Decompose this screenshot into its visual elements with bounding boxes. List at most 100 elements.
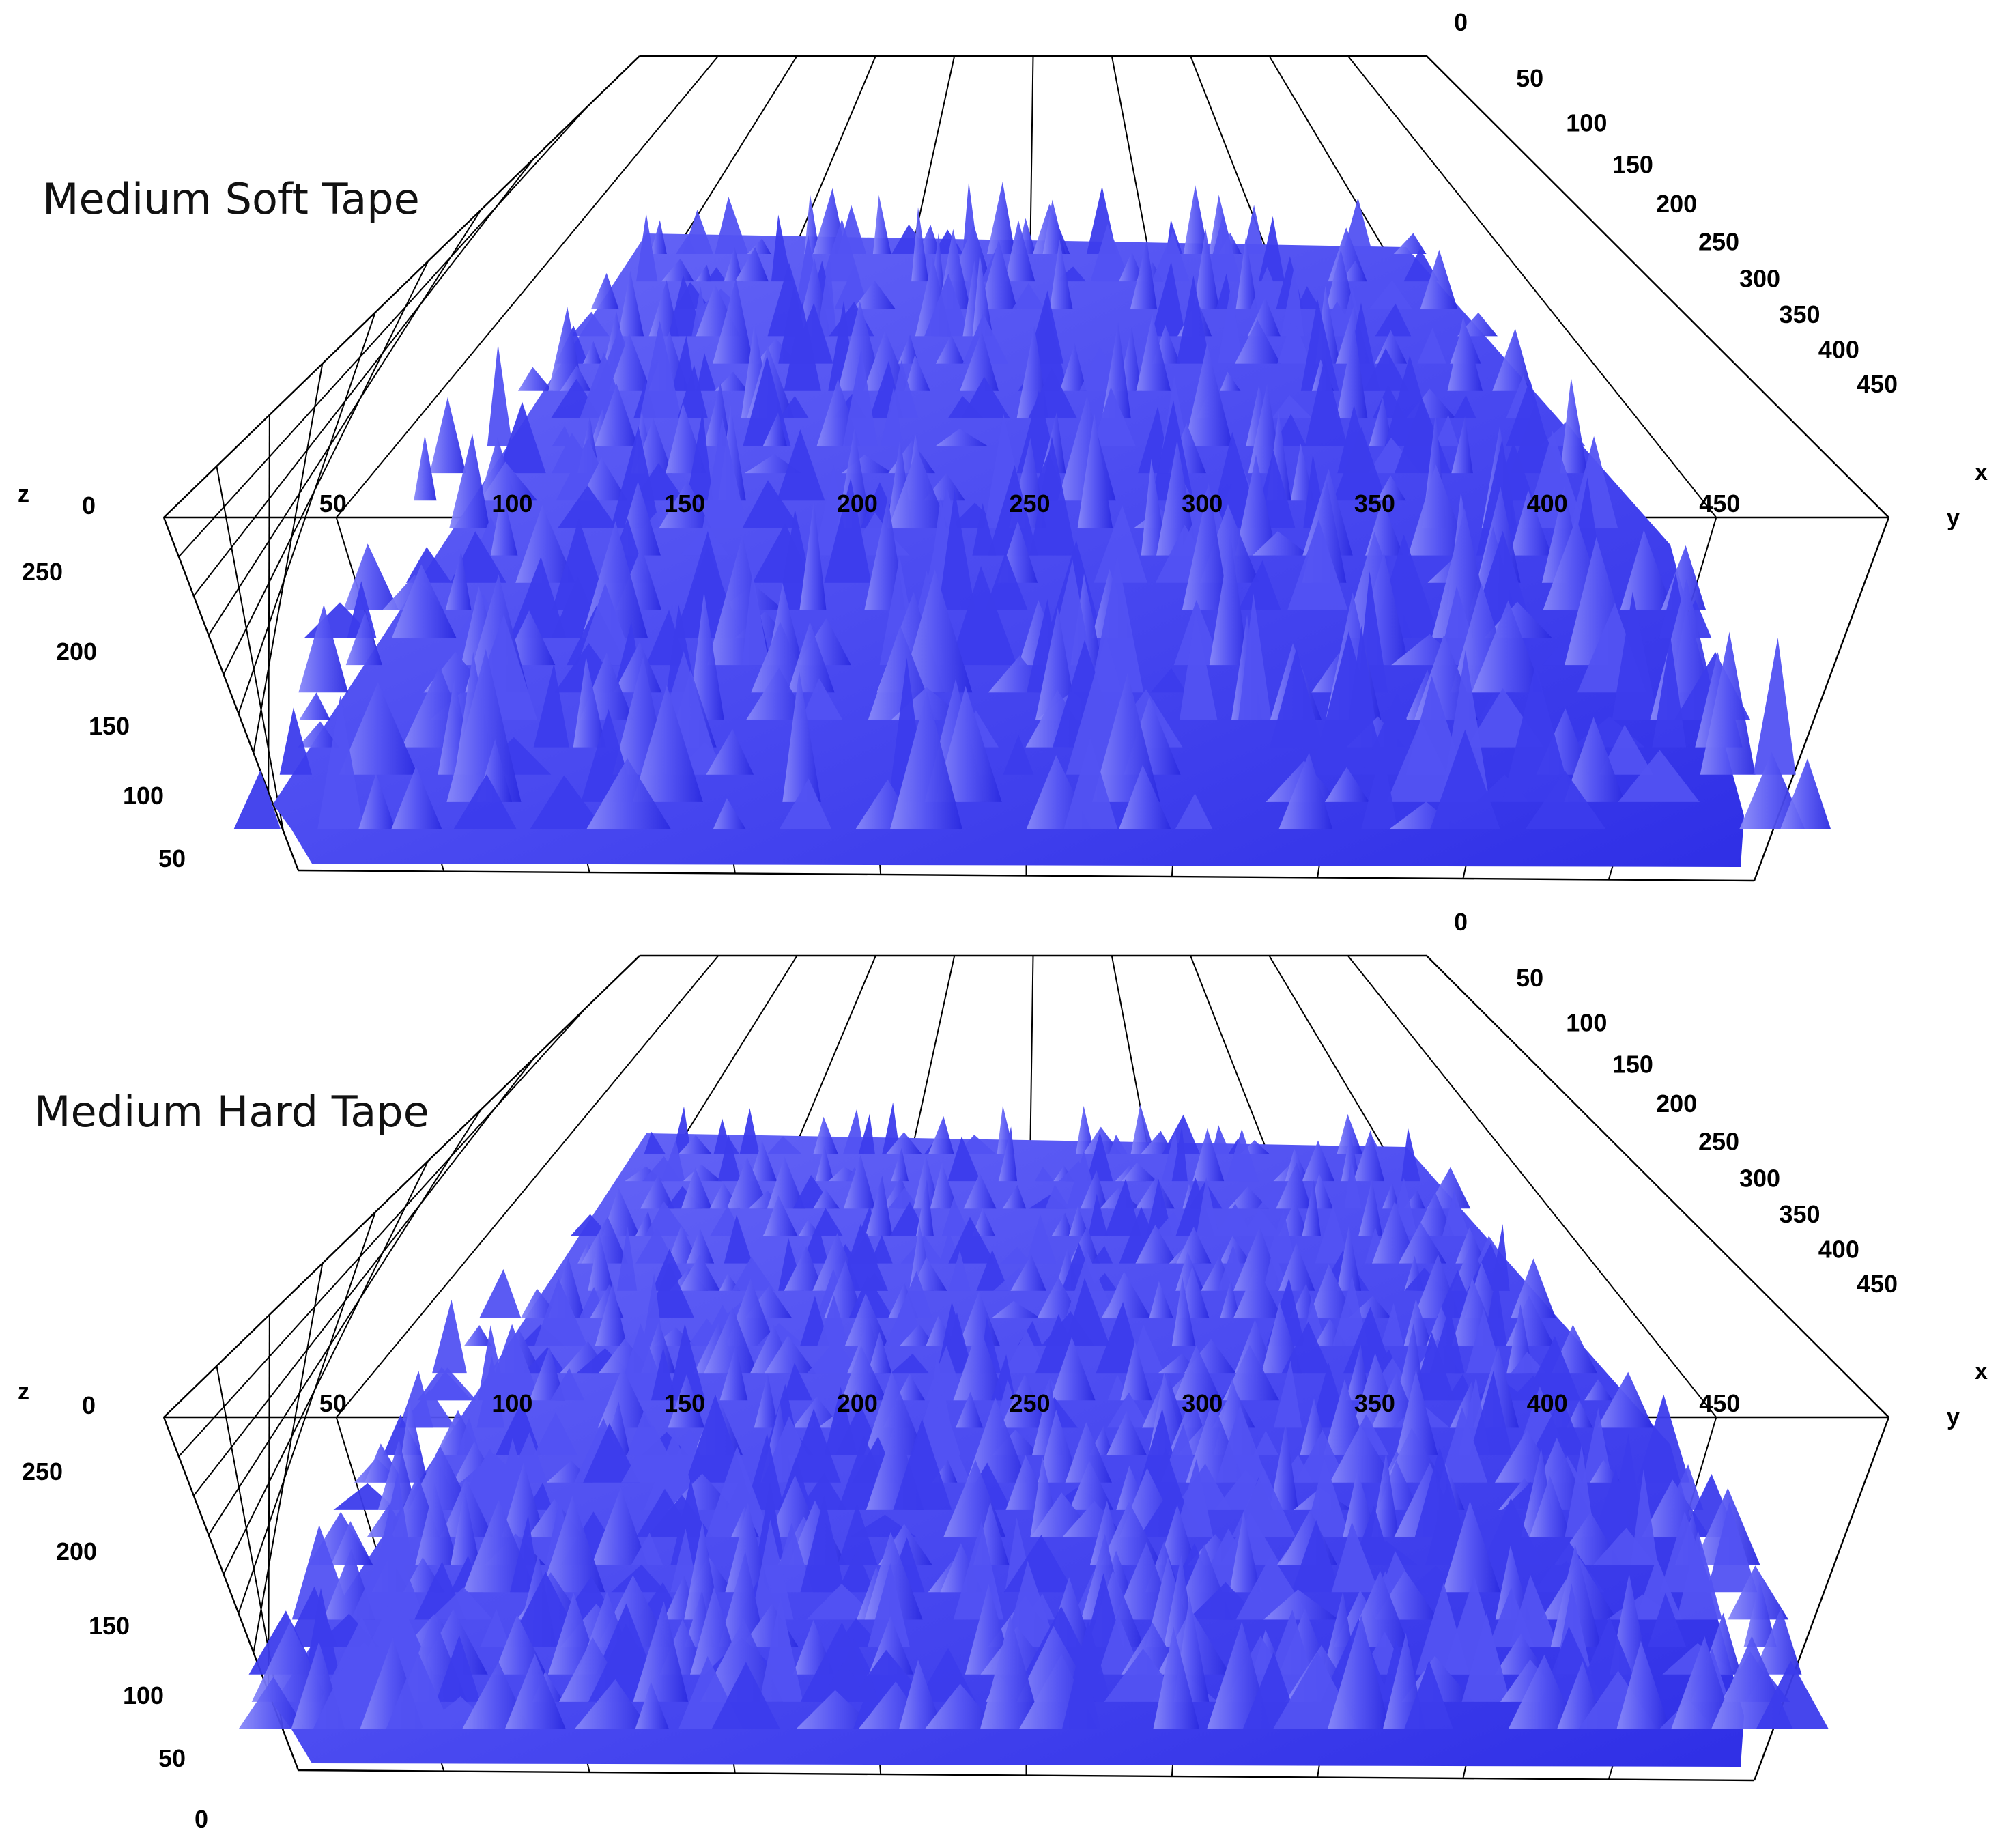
surface-peak: [574, 1679, 650, 1729]
surface-peak: [843, 1154, 876, 1209]
surface-peak: [678, 1135, 712, 1154]
surface-peak: [726, 1157, 769, 1209]
surface-peak: [834, 265, 870, 309]
surface-peak: [872, 195, 891, 254]
surface-peak: [1029, 436, 1076, 556]
surface-peak: [661, 1139, 685, 1182]
surface-peak: [501, 1462, 545, 1537]
surface-peak: [747, 238, 771, 254]
surface-peak: [746, 668, 808, 720]
surface-peak: [1003, 1535, 1074, 1593]
surface-peak: [1272, 395, 1313, 418]
surface-peak: [784, 302, 821, 391]
surface-peak: [688, 591, 724, 720]
surface-peak: [1042, 199, 1066, 254]
y-tick-label: 200: [837, 1389, 878, 1417]
surface-peak: [1086, 1132, 1113, 1182]
surface-peak: [1091, 1245, 1113, 1264]
surface-peak: [976, 1249, 1009, 1291]
surface-peak: [998, 1126, 1018, 1182]
surface-peak: [1220, 371, 1241, 391]
surface-peak: [1671, 1636, 1734, 1729]
surface-peak: [891, 1353, 929, 1374]
surface-peak: [577, 583, 635, 666]
z-tick-label: 150: [89, 712, 130, 740]
surface-peak: [1118, 765, 1171, 829]
surface-peak: [1490, 1224, 1510, 1291]
surface-peak: [972, 503, 997, 556]
surface-peak: [552, 425, 573, 446]
surface-peak: [582, 341, 602, 364]
chart-panel-medium-soft-tape: Medium Soft Tape 05010015020025030035040…: [18, 8, 1988, 882]
surface-peak: [853, 280, 896, 309]
surface-peak: [960, 330, 999, 391]
surface-peak: [435, 1635, 481, 1702]
surface-peak: [865, 1175, 893, 1236]
surface-peak: [632, 685, 703, 802]
surface-peak: [1364, 347, 1409, 391]
surface-peak: [1530, 1397, 1586, 1455]
surface-peak: [1106, 1410, 1147, 1455]
surface-peak: [510, 1515, 540, 1593]
surface-peak: [405, 547, 452, 583]
surface-peak: [956, 1391, 983, 1428]
x-tick-label: 200: [1656, 190, 1697, 218]
surface-peak: [1333, 427, 1387, 501]
surface-peak: [1502, 664, 1573, 802]
surface-peak: [1080, 1170, 1108, 1209]
surface-peak: [1104, 1178, 1141, 1236]
surface-peak: [1311, 631, 1388, 775]
surface-peak: [233, 770, 281, 829]
surface-peak: [313, 1655, 383, 1729]
y-axis-label: y: [1947, 1404, 1960, 1430]
surface-peak: [987, 182, 1016, 254]
surface-peak: [1192, 1128, 1225, 1182]
z-axis-ticks: 0 250 200 150 100 50 0: [22, 1391, 208, 1833]
surface-peak: [1152, 231, 1190, 282]
surface-peak: [635, 1227, 676, 1264]
surface-peak: [432, 1299, 467, 1374]
chart-panel-medium-hard-tape: Medium Hard Tape 05010015020025030035040…: [18, 908, 1988, 1833]
surface-peak: [650, 220, 667, 254]
surface-peak: [742, 480, 800, 528]
surface-peak: [980, 1615, 1042, 1729]
y-axis-label: y: [1947, 505, 1960, 531]
surface-peak: [1278, 1242, 1315, 1291]
surface-peak: [397, 1399, 428, 1483]
surface-peak: [864, 1532, 923, 1620]
surface-peak: [1524, 1336, 1581, 1401]
surface-peak: [1461, 1613, 1511, 1702]
surface-peak: [898, 334, 919, 364]
surface-peak: [813, 1189, 840, 1209]
surface-peak: [706, 728, 754, 775]
x-tick-label: 100: [1566, 1009, 1607, 1037]
surface-peak: [1130, 1104, 1156, 1154]
surface-peak: [1369, 397, 1393, 446]
surface-peak: [595, 384, 638, 446]
grid-line: [223, 261, 429, 675]
y-tick-label: 150: [664, 1389, 705, 1417]
surface-peak: [848, 1275, 894, 1318]
z-axis-label: z: [18, 481, 29, 507]
surface-peak: [824, 478, 872, 583]
surface-peak: [1130, 240, 1157, 309]
surface-peak: [696, 264, 712, 282]
surface-peak: [1344, 1158, 1362, 1209]
surface-peak: [1396, 1369, 1438, 1455]
surface-peak: [386, 1651, 453, 1729]
surface-peak: [591, 272, 619, 309]
y-tick-label: 300: [1182, 489, 1223, 517]
surface-peak: [533, 663, 569, 748]
surface-peak: [813, 1116, 838, 1154]
surface-peak: [1439, 1407, 1488, 1483]
surface-peak: [882, 1102, 900, 1154]
surface-peak: [480, 1608, 511, 1647]
surface-peak: [1235, 319, 1281, 364]
surface-peak: [1026, 1214, 1057, 1264]
surface-peak: [1404, 1660, 1453, 1729]
surface-peak: [1453, 395, 1476, 418]
box-edge: [163, 55, 640, 518]
surface-peak: [1509, 1574, 1559, 1647]
surface-peak: [668, 1323, 706, 1401]
surface-peak: [1092, 387, 1136, 446]
